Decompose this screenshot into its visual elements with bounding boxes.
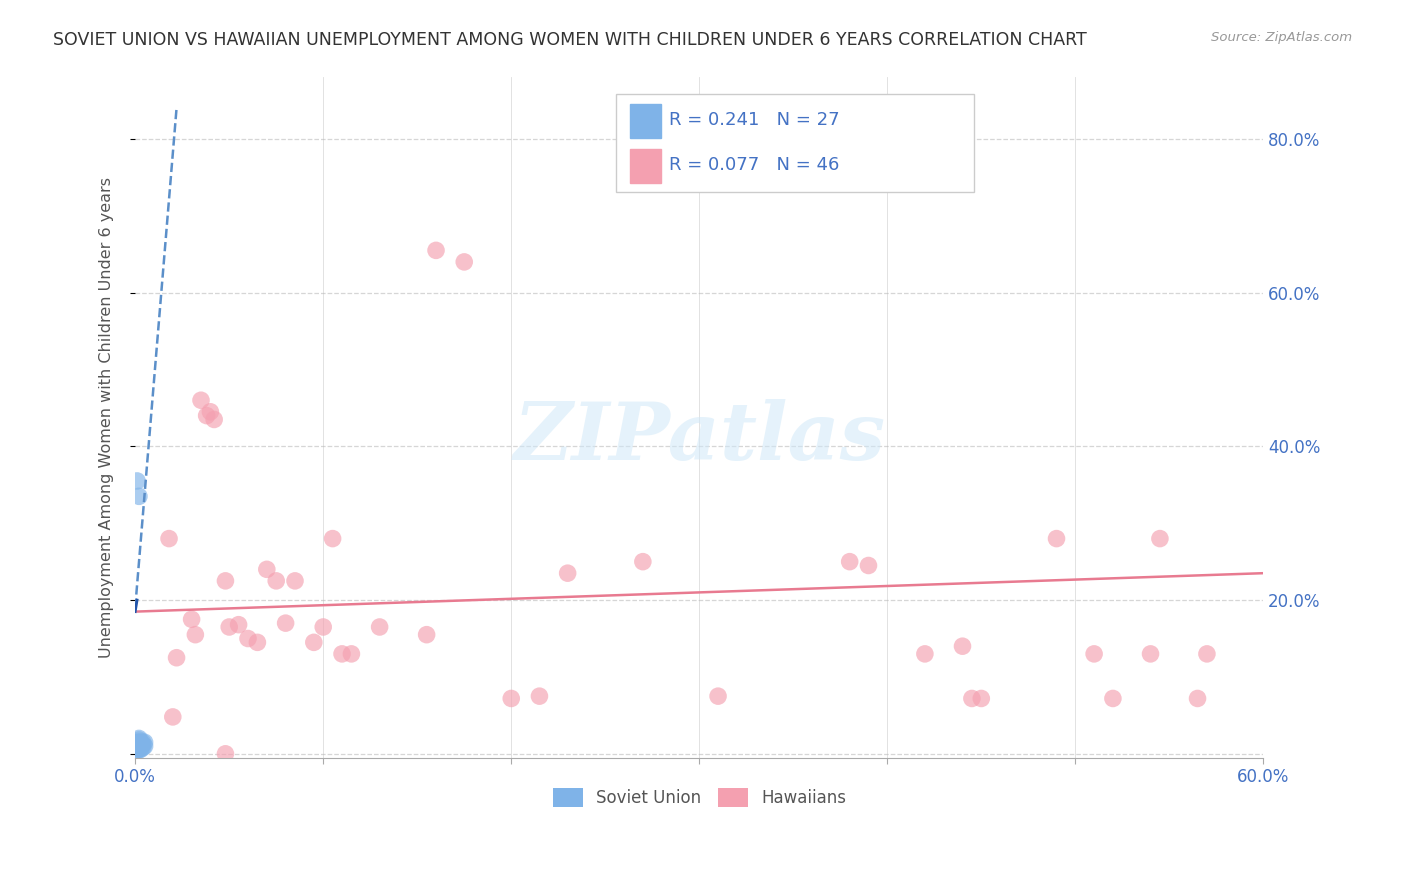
Point (157, 532, 180, 546)
Point (166, 650, 188, 665)
Point (134, 739, 156, 753)
Point (132, 740, 155, 755)
Y-axis label: Unemployment Among Women with Children Under 6 years: Unemployment Among Women with Children U… (100, 177, 114, 658)
Point (128, 740, 150, 755)
Point (501, 691, 523, 706)
Point (125, 740, 148, 755)
Point (127, 742, 149, 756)
Point (274, 616, 297, 631)
Point (128, 738, 150, 752)
Point (415, 628, 437, 642)
Point (128, 733, 150, 747)
Point (190, 393, 212, 408)
Point (180, 612, 202, 626)
Point (1195, 647, 1218, 661)
Point (1102, 691, 1125, 706)
Point (128, 731, 150, 746)
Text: R = 0.077   N = 46: R = 0.077 N = 46 (669, 156, 839, 174)
Point (246, 635, 269, 649)
Point (218, 620, 240, 634)
Point (529, 689, 551, 703)
Point (162, 710, 184, 724)
Point (125, 738, 148, 752)
Point (134, 735, 156, 749)
Point (125, 474, 148, 488)
Point (838, 555, 860, 569)
Point (125, 743, 148, 757)
Text: Source: ZipAtlas.com: Source: ZipAtlas.com (1212, 31, 1353, 45)
Point (228, 617, 250, 632)
Point (236, 632, 259, 646)
Point (129, 742, 152, 756)
Point (425, 244, 447, 258)
Point (128, 489, 150, 503)
Point (1045, 532, 1067, 546)
Point (970, 691, 993, 706)
Point (453, 255, 475, 269)
Point (202, 412, 225, 426)
Point (322, 532, 344, 546)
Legend: Soviet Union, Hawaiians: Soviet Union, Hawaiians (546, 781, 852, 814)
Point (127, 737, 149, 751)
Point (914, 647, 936, 661)
Point (127, 739, 149, 753)
Text: ZIPatlas: ZIPatlas (513, 400, 886, 476)
Point (1139, 647, 1161, 661)
Point (128, 743, 150, 757)
Point (129, 735, 152, 749)
Point (1187, 691, 1209, 706)
Point (264, 574, 287, 588)
Point (1083, 647, 1105, 661)
Point (132, 738, 155, 752)
Point (195, 409, 218, 423)
Text: R = 0.241   N = 27: R = 0.241 N = 27 (669, 112, 839, 129)
Point (125, 735, 148, 749)
Point (200, 405, 222, 419)
Point (125, 739, 148, 753)
Point (302, 635, 325, 649)
Point (330, 647, 353, 661)
Point (557, 566, 579, 581)
Point (631, 555, 654, 569)
Point (184, 628, 207, 642)
Point (340, 647, 363, 661)
Point (132, 735, 155, 749)
Point (129, 739, 152, 753)
Point (128, 739, 150, 753)
Point (952, 639, 974, 653)
Text: SOVIET UNION VS HAWAIIAN UNEMPLOYMENT AMONG WOMEN WITH CHILDREN UNDER 6 YEARS CO: SOVIET UNION VS HAWAIIAN UNEMPLOYMENT AM… (53, 31, 1087, 49)
Point (256, 562, 278, 576)
Point (129, 738, 152, 752)
Point (214, 574, 236, 588)
Point (128, 735, 150, 749)
Point (707, 689, 730, 703)
Point (214, 747, 236, 761)
Point (960, 691, 983, 706)
Point (312, 620, 335, 634)
Point (284, 574, 307, 588)
Point (858, 558, 880, 573)
Point (128, 741, 150, 756)
Point (368, 620, 391, 634)
Point (1149, 532, 1171, 546)
